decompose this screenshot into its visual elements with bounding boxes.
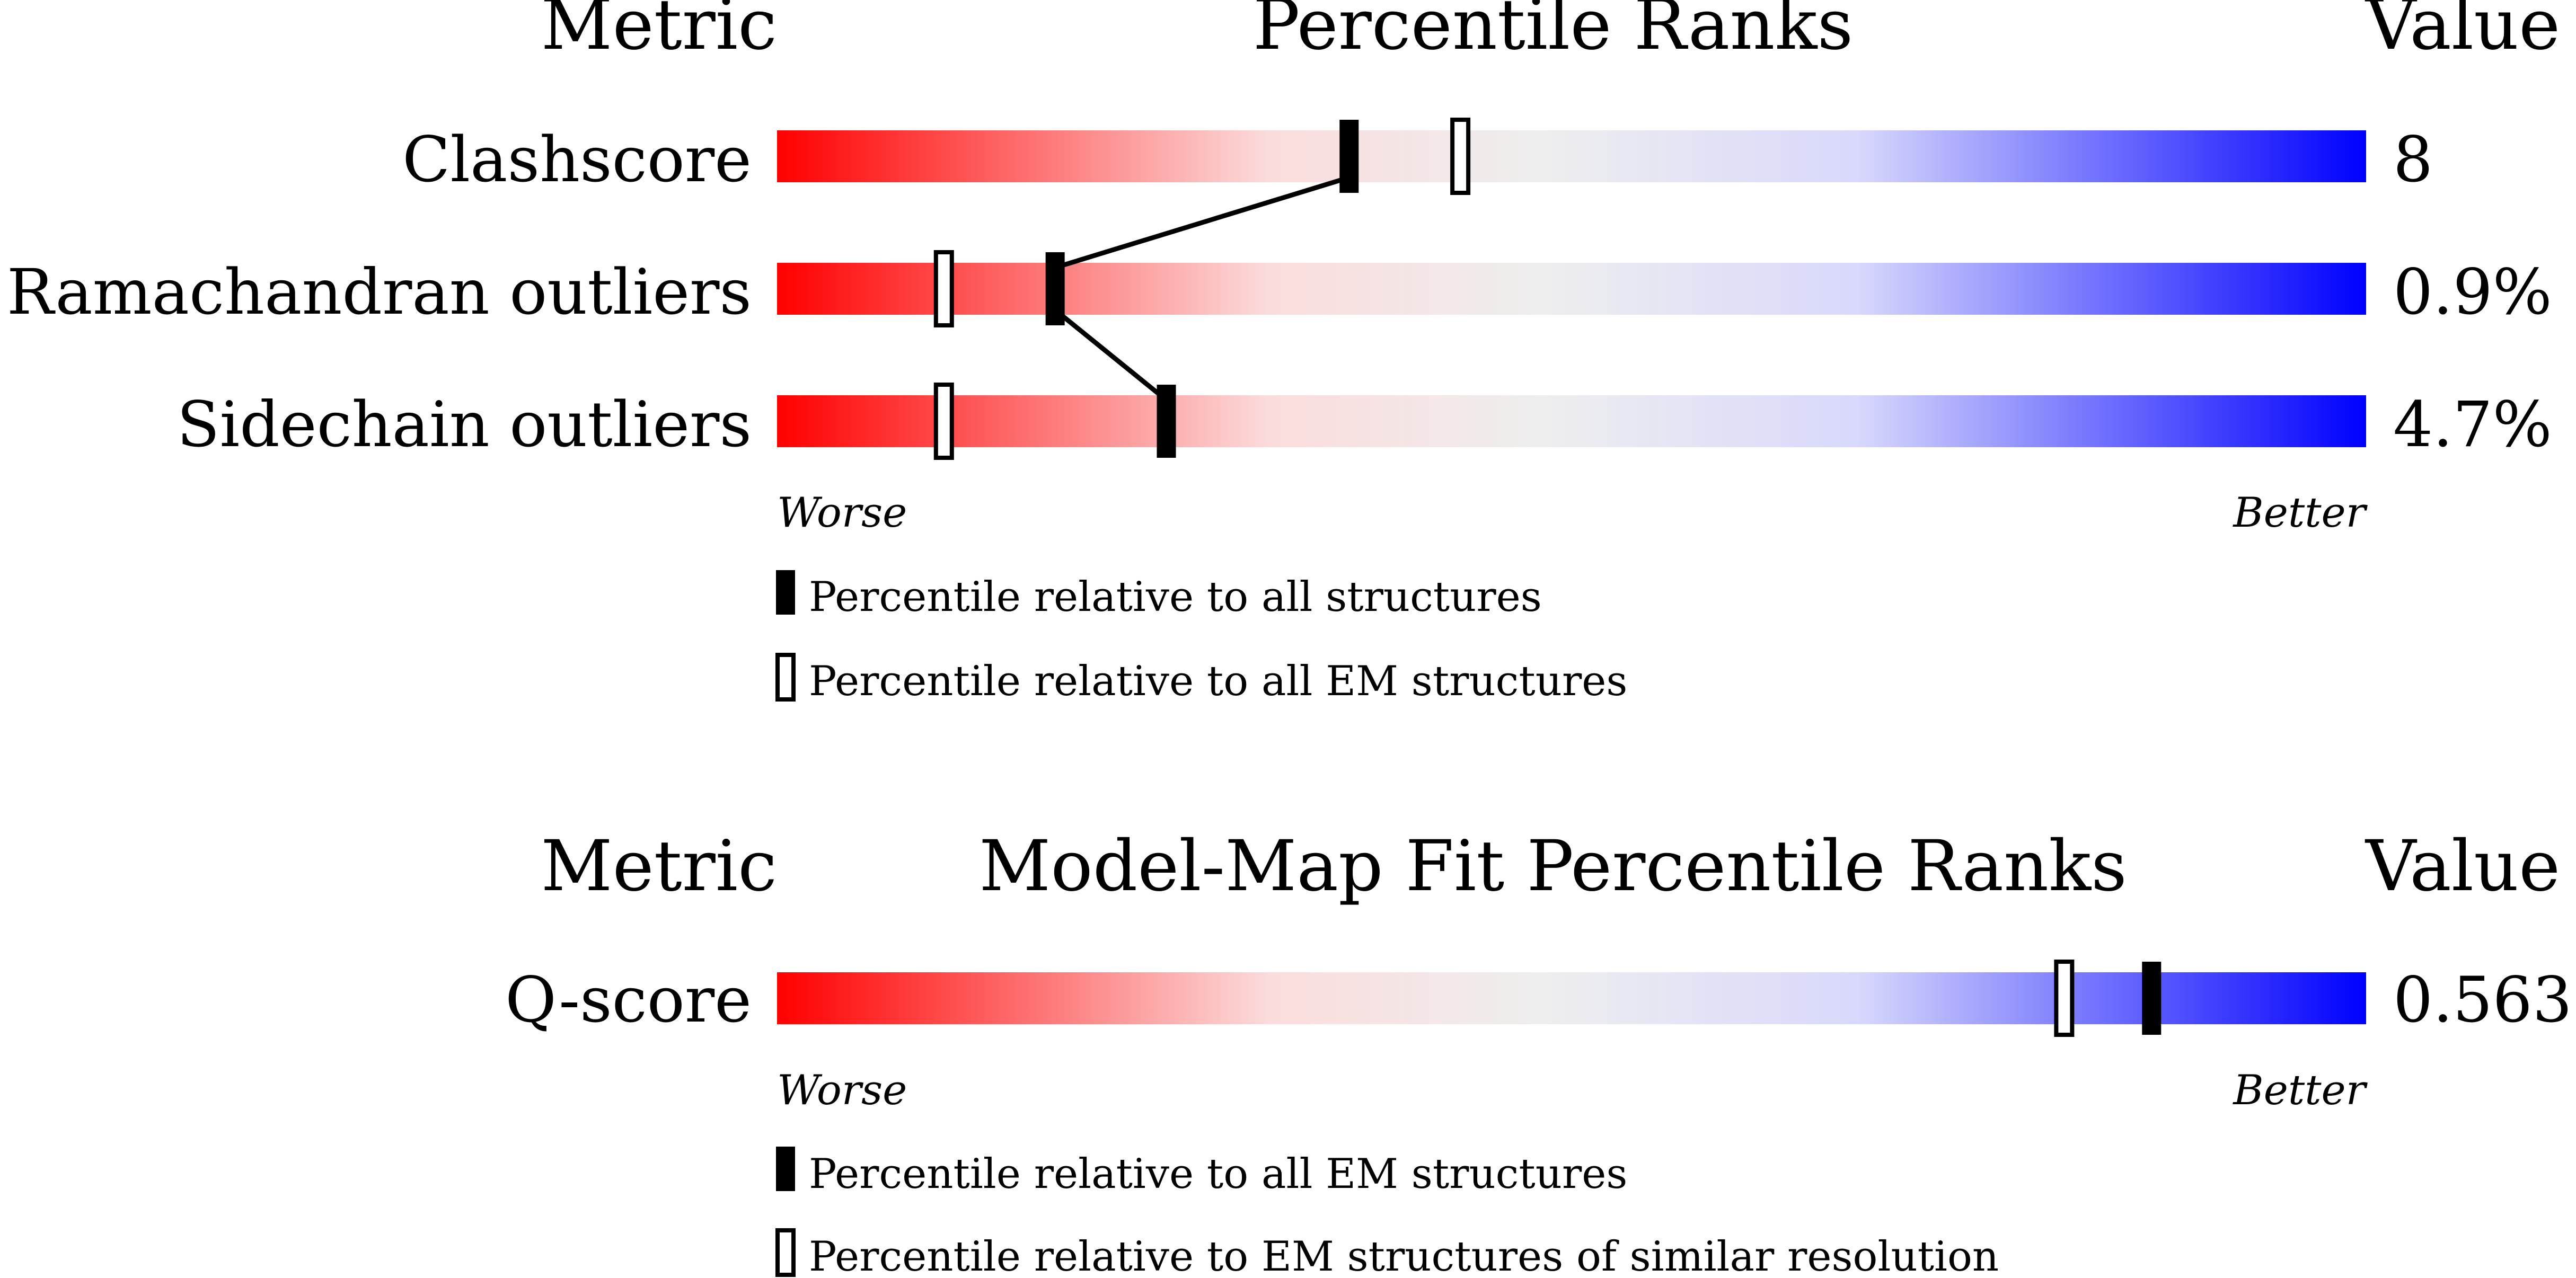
legend-open-marker-icon bbox=[775, 653, 796, 702]
legend-filled-marker-icon bbox=[776, 570, 795, 615]
row-sidechain-outliers-label: Sidechain outliers bbox=[177, 388, 752, 461]
row-sidechain-outliers-bar bbox=[777, 395, 2366, 447]
connector-line bbox=[1054, 175, 1350, 270]
section2-metric-header: Metric bbox=[541, 826, 777, 907]
section1-title: Percentile Ranks bbox=[1253, 0, 1854, 66]
row-q-score-value: 0.563 bbox=[2393, 963, 2572, 1036]
row-q-score-bar bbox=[777, 972, 2366, 1024]
section1-metric-header: Metric bbox=[541, 0, 777, 66]
section2-title: Model-Map Fit Percentile Ranks bbox=[979, 826, 2127, 907]
marker-all-q-score bbox=[2142, 962, 2162, 1035]
section1-worse-label: Worse bbox=[777, 489, 907, 537]
marker-em-sidechain-outliers bbox=[933, 383, 954, 460]
row-sidechain-outliers: Sidechain outliers 4.7% bbox=[177, 388, 2552, 461]
marker-em-clashscore bbox=[1450, 118, 1471, 195]
row-q-score-label: Q-score bbox=[505, 963, 752, 1036]
section2-value-header: Value bbox=[2365, 826, 2560, 907]
marker-em-q-score bbox=[2054, 960, 2075, 1037]
section1-legend-open-text: Percentile relative to all EM structures bbox=[809, 658, 1627, 705]
section2-legend-filled-text: Percentile relative to all EM structures bbox=[809, 1150, 1627, 1198]
row-ramachandran-outliers-label: Ramachandran outliers bbox=[7, 255, 752, 329]
section1-legend-filled-text: Percentile relative to all structures bbox=[809, 573, 1542, 621]
row-clashscore-label: Clashscore bbox=[402, 123, 752, 196]
section2-worse-label: Worse bbox=[777, 1067, 907, 1114]
legend2-open-marker-icon bbox=[775, 1228, 796, 1277]
legend2-filled-marker-icon bbox=[776, 1147, 795, 1191]
row-sidechain-outliers-value: 4.7% bbox=[2393, 388, 2552, 461]
marker-em-ramachandran-outliers bbox=[933, 250, 954, 327]
section1-value-header: Value bbox=[2365, 0, 2560, 66]
section2-better-label: Better bbox=[2232, 1067, 2368, 1114]
section2-markers bbox=[2054, 960, 2162, 1037]
section1-better-label: Better bbox=[2232, 489, 2368, 537]
section2-legend-open-text: Percentile relative to EM structures of … bbox=[809, 1233, 1999, 1278]
row-clashscore: Clashscore 8 bbox=[402, 123, 2433, 196]
row-ramachandran-outliers: Ramachandran outliers 0.9% bbox=[7, 255, 2552, 329]
row-ramachandran-outliers-value: 0.9% bbox=[2393, 255, 2552, 329]
row-clashscore-value: 8 bbox=[2393, 123, 2433, 196]
section1-markers bbox=[933, 118, 1471, 460]
marker-all-sidechain-outliers bbox=[1157, 385, 1176, 458]
marker-all-ramachandran-outliers bbox=[1045, 252, 1065, 325]
marker-all-clashscore bbox=[1339, 120, 1359, 193]
row-ramachandran-outliers-bar bbox=[777, 263, 2366, 315]
connector-line bbox=[1053, 308, 1168, 402]
section1-connector-lines bbox=[1053, 175, 1350, 402]
row-clashscore-bar bbox=[777, 130, 2366, 182]
row-q-score: Q-score 0.563 bbox=[505, 963, 2572, 1036]
